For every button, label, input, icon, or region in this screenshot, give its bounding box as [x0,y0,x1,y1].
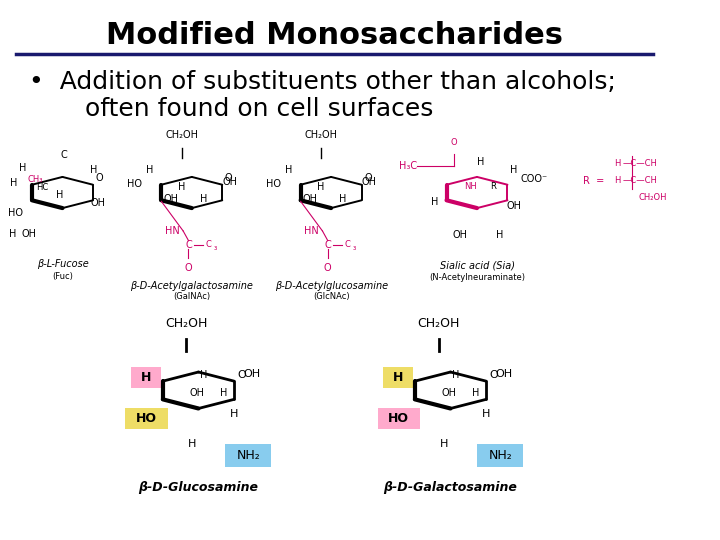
Text: HN: HN [305,226,319,236]
Text: —C—CH: —C—CH [623,159,658,167]
Text: H: H [431,197,438,207]
Text: C: C [185,240,192,250]
Text: H: H [90,165,98,175]
Text: H: H [613,176,620,185]
Text: •  Addition of substituents other than alcohols;
       often found on cell surf: • Addition of substituents other than al… [30,70,616,122]
Text: β-D-Acetylglucosamine: β-D-Acetylglucosamine [274,281,387,291]
Text: H: H [613,159,620,167]
Text: H: H [141,371,151,384]
Text: H: H [178,182,186,192]
Text: H: H [188,440,196,449]
Text: NH: NH [464,181,477,191]
Text: CH₂OH: CH₂OH [418,318,460,330]
Text: OH: OH [303,194,318,204]
Text: CH₂OH: CH₂OH [638,193,667,202]
FancyBboxPatch shape [125,408,168,429]
Text: H: H [9,229,17,239]
Text: H₃C: H₃C [399,161,418,171]
Text: HO: HO [136,412,157,425]
Text: (GlcNAc): (GlcNAc) [312,293,349,301]
Text: CH₂OH: CH₂OH [166,130,198,140]
Text: H: H [495,230,503,240]
Text: O: O [490,370,498,380]
Text: OH: OH [453,230,468,240]
Text: C: C [205,240,211,249]
Text: H: H [477,157,484,166]
Text: CH₃: CH₃ [27,174,42,184]
Text: NH₂: NH₂ [236,449,260,462]
FancyBboxPatch shape [131,367,161,388]
Text: H: H [200,370,207,380]
Text: O: O [225,173,233,183]
Text: ₃: ₃ [214,243,217,252]
Text: OH: OH [495,369,513,379]
Text: H: H [393,371,403,384]
Text: HO: HO [388,412,409,425]
Text: O: O [364,173,372,183]
Text: H: H [440,440,448,449]
Text: HO: HO [127,179,142,190]
Text: (GalNAc): (GalNAc) [174,293,210,301]
Text: O: O [96,173,103,183]
Text: H: H [285,165,292,175]
Text: R: R [490,181,496,191]
Text: β-D-Glucosamine: β-D-Glucosamine [138,481,258,494]
Text: OH: OH [90,198,105,208]
FancyBboxPatch shape [225,444,271,467]
Text: HO: HO [266,179,282,190]
Text: C: C [325,240,331,250]
Text: H: H [199,194,207,204]
FancyBboxPatch shape [477,444,523,467]
Text: HO: HO [8,208,22,218]
Text: H: H [19,164,26,173]
Text: ₃: ₃ [353,243,356,252]
Text: C: C [344,240,350,249]
Text: H: H [452,370,459,380]
Text: H: H [146,165,153,175]
Text: H: H [10,178,17,188]
Text: O: O [324,262,332,273]
Text: OH: OH [243,369,261,379]
Text: H: H [230,409,238,419]
Text: O: O [451,138,457,147]
Text: β-D-Acetylgalactosamine: β-D-Acetylgalactosamine [130,281,253,291]
Text: Sialic acid (Sia): Sialic acid (Sia) [439,261,515,271]
Text: H: H [482,409,491,419]
Text: O: O [238,370,246,380]
Text: HC: HC [35,183,48,192]
Text: —C—CH: —C—CH [623,176,658,185]
Text: (Fuc): (Fuc) [52,272,73,281]
Text: H: H [220,388,227,398]
Text: H: H [318,182,325,192]
Text: H: H [339,194,346,204]
Text: R  =: R = [583,176,604,186]
Text: OH: OH [361,177,377,187]
Text: Modified Monosaccharides: Modified Monosaccharides [106,22,563,50]
Text: H: H [510,165,518,175]
Text: O: O [184,262,192,273]
Text: H: H [472,388,479,398]
Text: COO⁻: COO⁻ [520,174,547,184]
Text: OH: OH [22,229,37,239]
Text: H: H [56,190,63,200]
Text: HN: HN [165,226,180,236]
Text: (N-Acetylneuraminate): (N-Acetylneuraminate) [429,273,525,282]
Text: C: C [60,151,67,160]
Text: OH: OH [189,388,204,398]
Text: OH: OH [222,177,238,187]
Text: β-D-Galactosamine: β-D-Galactosamine [384,481,518,494]
Text: OH: OH [507,201,522,211]
Text: β-L-Fucose: β-L-Fucose [37,259,89,269]
Text: CH₂OH: CH₂OH [305,130,338,140]
Text: OH: OH [441,388,456,398]
Text: CH₂OH: CH₂OH [166,318,207,330]
Text: NH₂: NH₂ [488,449,512,462]
Text: OH: OH [163,194,179,204]
FancyBboxPatch shape [377,408,420,429]
FancyBboxPatch shape [383,367,413,388]
